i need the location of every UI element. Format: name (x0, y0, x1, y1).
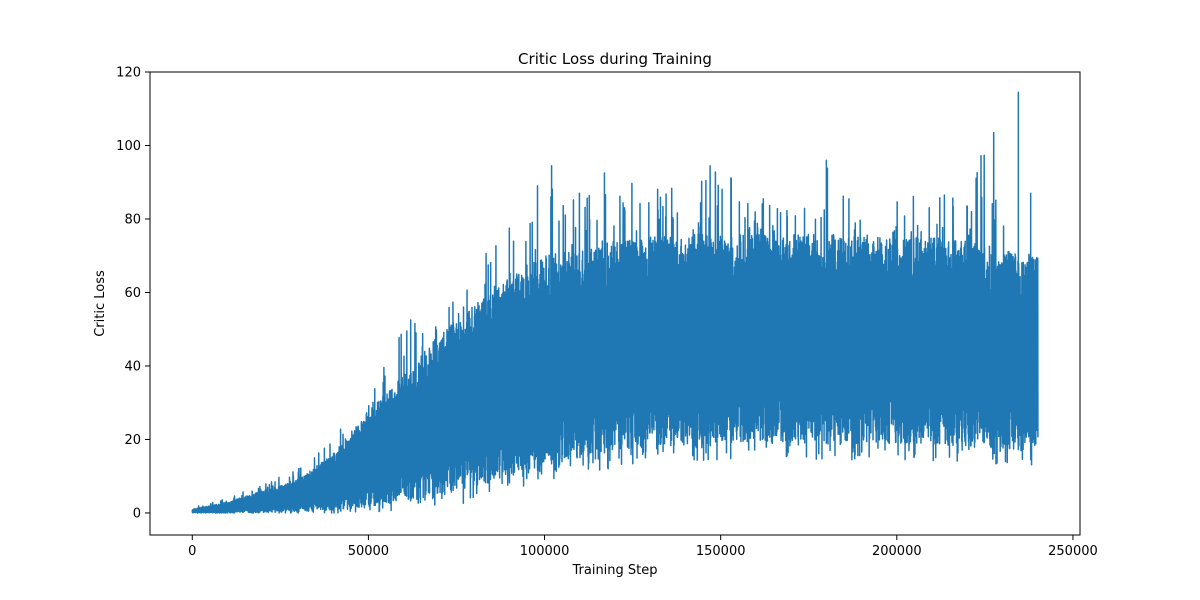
x-axis-label: Training Step (571, 563, 657, 578)
x-axis: 0 50000 100000 150000 200000 250000 (188, 535, 1098, 559)
plot-frame (149, 71, 1081, 536)
y-tick-label: 100 (116, 139, 141, 154)
x-tick-label: 150000 (696, 544, 746, 559)
critic-loss-line (191, 91, 1039, 514)
y-tick-label: 120 (116, 66, 141, 81)
x-tick-label: 250000 (1048, 544, 1098, 559)
y-tick-label: 80 (124, 212, 141, 227)
y-tick-label: 60 (124, 286, 141, 301)
y-tick-label: 40 (124, 359, 141, 374)
chart-title: Critic Loss during Training (518, 50, 712, 68)
y-axis: 0 20 40 60 80 100 120 (116, 66, 150, 521)
y-tick-label: 20 (124, 433, 141, 448)
x-tick-label: 0 (188, 544, 196, 559)
x-tick-label: 100000 (520, 544, 570, 559)
y-tick-label: 0 (133, 506, 141, 521)
x-tick-label: 200000 (872, 544, 922, 559)
x-tick-label: 50000 (348, 544, 389, 559)
plot-series-group (191, 91, 1039, 514)
y-axis-label: Critic Loss (93, 270, 108, 337)
